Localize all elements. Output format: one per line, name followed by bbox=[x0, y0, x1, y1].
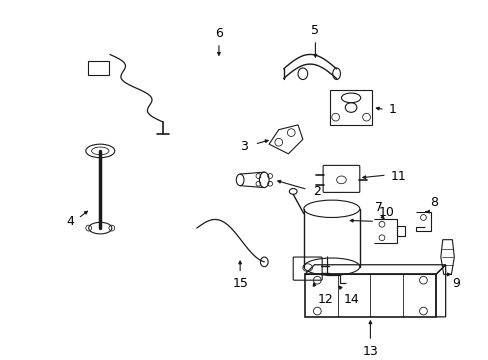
Text: 11: 11 bbox=[390, 171, 406, 184]
Text: 13: 13 bbox=[362, 345, 378, 358]
Text: 4: 4 bbox=[66, 215, 74, 228]
Text: 2: 2 bbox=[313, 185, 321, 198]
Text: 5: 5 bbox=[311, 24, 319, 37]
Text: 14: 14 bbox=[343, 293, 358, 306]
Text: 10: 10 bbox=[378, 206, 394, 219]
Text: 12: 12 bbox=[317, 293, 332, 306]
Text: 1: 1 bbox=[388, 103, 396, 116]
Text: 8: 8 bbox=[429, 196, 437, 209]
Text: 9: 9 bbox=[451, 277, 459, 290]
Text: 6: 6 bbox=[215, 27, 223, 40]
Text: 15: 15 bbox=[232, 277, 247, 290]
Text: 3: 3 bbox=[240, 140, 247, 153]
Text: 7: 7 bbox=[374, 201, 382, 213]
